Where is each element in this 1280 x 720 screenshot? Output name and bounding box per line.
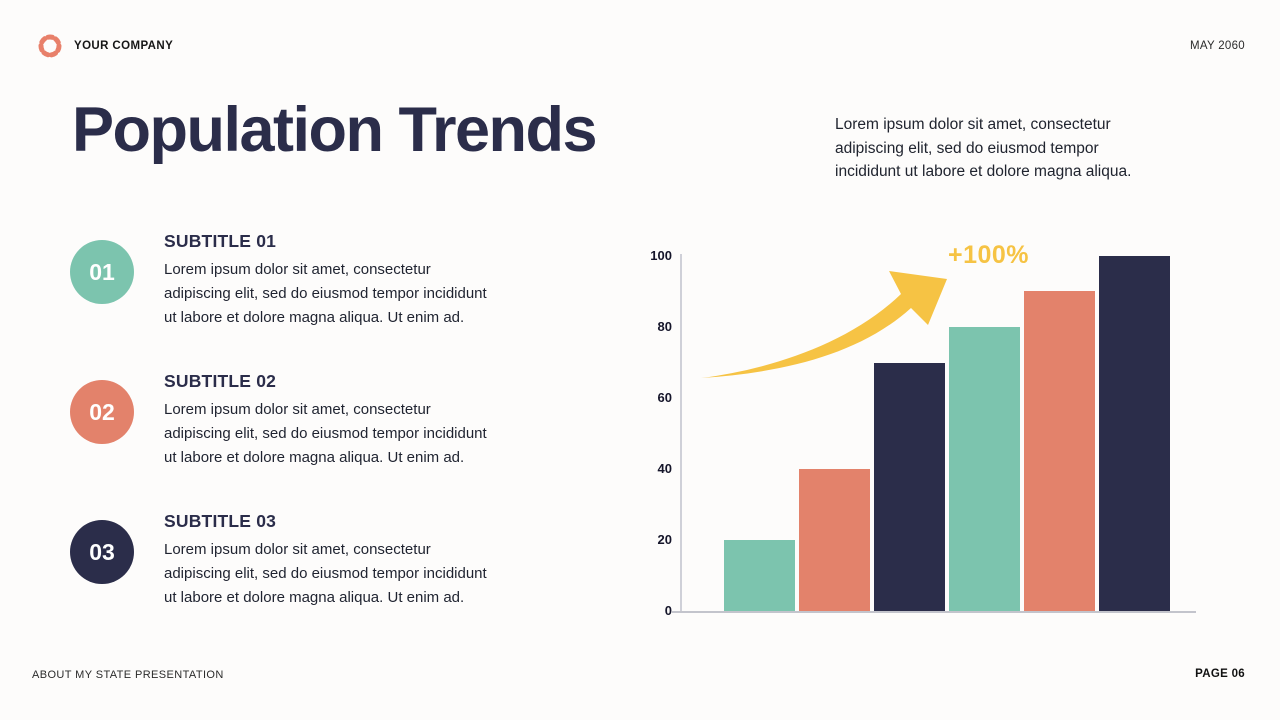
company-name: YOUR COMPANY (74, 40, 174, 52)
page-title: Population Trends (72, 95, 598, 165)
intro-line: incididunt ut labore et dolore magna ali… (835, 163, 1132, 180)
subtitle-body-line: adipiscing elit, sed do eiusmod tempor i… (164, 565, 487, 582)
subtitle-heading-1: SUBTITLE 01 (164, 231, 277, 251)
chart-plot (682, 256, 1196, 611)
subtitle-item-text: SUBTITLE 03 Lorem ipsum dolor sit amet, … (164, 511, 487, 610)
growth-arrow-icon (701, 271, 947, 378)
chart-bar-2 (799, 469, 870, 611)
chart-y-axis: 0 20 40 60 80 100 (630, 248, 672, 618)
subtitle-item-2: 02 SUBTITLE 02 Lorem ipsum dolor sit ame… (70, 371, 582, 470)
header-date: MAY 2060 (1189, 40, 1245, 52)
subtitle-heading-2: SUBTITLE 02 (164, 371, 277, 391)
subtitle-item-3: 03 SUBTITLE 03 Lorem ipsum dolor sit ame… (70, 511, 582, 610)
number-badge-02: 02 (70, 380, 134, 444)
chart-y-axis-line (680, 254, 682, 612)
number-badge-03: 03 (70, 520, 134, 584)
growth-arrow-path (701, 271, 947, 378)
chart-bar-6 (1099, 256, 1170, 611)
subtitle-body-line: ut labore et dolore magna aliqua. Ut eni… (164, 449, 465, 466)
intro-line: Lorem ipsum dolor sit amet, consectetur (835, 116, 1111, 133)
subtitle-item-text: SUBTITLE 01 Lorem ipsum dolor sit amet, … (164, 231, 487, 330)
subtitle-item-text: SUBTITLE 02 Lorem ipsum dolor sit amet, … (164, 371, 487, 470)
subtitle-body-line: Lorem ipsum dolor sit amet, consectetur (164, 541, 431, 558)
footer-page-number: PAGE 06 (1195, 668, 1245, 680)
y-axis-label-80: 80 (657, 319, 672, 334)
y-axis-label-20: 20 (657, 532, 672, 547)
subtitle-body-line: ut labore et dolore magna aliqua. Ut eni… (164, 589, 465, 606)
subtitle-body-line: ut labore et dolore magna aliqua. Ut eni… (164, 309, 465, 326)
subtitle-body-line: adipiscing elit, sed do eiusmod tempor i… (164, 285, 487, 302)
subtitle-body-line: Lorem ipsum dolor sit amet, consectetur (164, 261, 431, 278)
y-axis-label-0: 0 (664, 603, 672, 618)
growth-annotation: +100% (948, 241, 1030, 269)
chart-x-axis-line (672, 611, 1196, 613)
subtitle-body-line: Lorem ipsum dolor sit amet, consectetur (164, 401, 431, 418)
bar-chart: 0 20 40 60 80 100 +100% (630, 240, 1252, 620)
intro-paragraph: Lorem ipsum dolor sit amet, consectetur … (835, 113, 1215, 184)
subtitle-heading-3: SUBTITLE 03 (164, 511, 277, 531)
y-axis-label-100: 100 (650, 248, 672, 263)
subtitle-body-line: adipiscing elit, sed do eiusmod tempor i… (164, 425, 487, 442)
number-badge-01: 01 (70, 240, 134, 304)
footer-presentation-name: ABOUT MY STATE PRESENTATION (32, 669, 224, 681)
subtitle-item-1: 01 SUBTITLE 01 Lorem ipsum dolor sit ame… (70, 231, 582, 330)
logo-ring (38, 34, 62, 58)
chart-bar-5 (1024, 291, 1095, 611)
chart-bar-4 (949, 327, 1020, 611)
company-logo-icon (38, 34, 62, 58)
chart-bar-3 (874, 363, 945, 611)
subtitle-list: 01 SUBTITLE 01 Lorem ipsum dolor sit ame… (70, 231, 582, 610)
y-axis-label-60: 60 (657, 390, 672, 405)
intro-line: adipiscing elit, sed do eiusmod tempor (835, 139, 1099, 157)
y-axis-label-40: 40 (657, 461, 672, 476)
chart-bar-1 (724, 540, 795, 611)
